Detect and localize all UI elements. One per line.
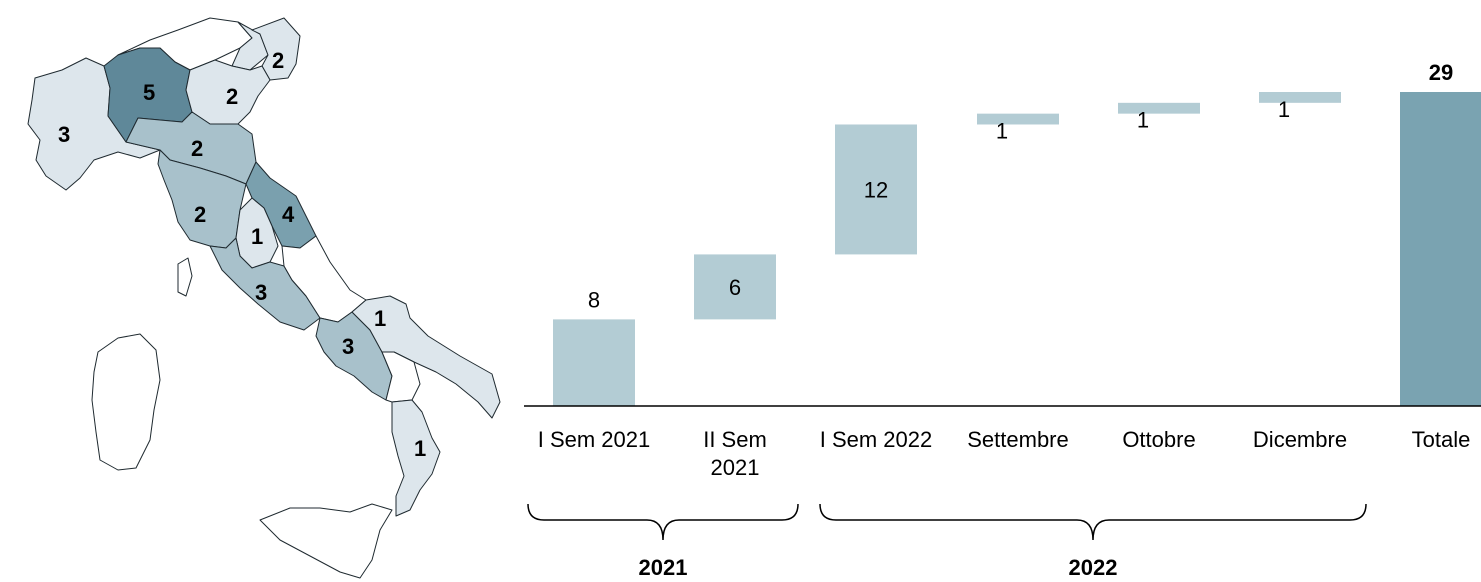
category-label-6: Totale [1412,427,1471,452]
category-label-2: I Sem 2022 [820,427,933,452]
value-label-1: 6 [729,275,741,300]
region-sardegna [91,333,161,471]
category-label-0: I Sem 2021 [538,427,651,452]
map-label-trentino: 2 [272,48,284,73]
map-label-calabria: 1 [414,436,426,461]
chart-group-braces: 2021 2022 [527,503,1367,580]
value-label-5: 1 [1278,97,1290,122]
bar-4 [1118,102,1200,114]
category-label-3: Settembre [967,427,1069,452]
group-label-1: 2022 [1069,555,1118,580]
map-label-valle-piemonte: 3 [58,122,70,147]
chart-value-labels: 8 6 12 1 1 1 29 [588,60,1453,312]
map-label-lombardia: 5 [143,80,155,105]
category-label-4: Ottobre [1122,427,1195,452]
map-label-emilia-romagna: 2 [191,136,203,161]
region-corsica [177,257,193,297]
map-label-umbria: 1 [251,224,263,249]
map-label-veneto: 2 [226,84,238,109]
region-friuli [251,17,301,81]
value-label-4: 1 [1137,108,1149,133]
region-sicilia [259,503,393,579]
bar-2 [835,124,917,255]
bar-0 [553,319,635,406]
bar-6 [1400,92,1481,406]
value-label-2: 12 [864,177,888,202]
map-label-toscana: 2 [194,202,206,227]
value-label-0: 8 [588,287,600,312]
map-label-campania: 3 [342,334,354,359]
category-label-1-line-0: II Sem [703,427,767,452]
bar-1 [694,254,776,320]
region-calabria [391,399,441,517]
waterfall-chart: 8 6 12 1 1 1 29 I Sem 2021 II Sem 2021 I Sem 2022… [524,60,1481,580]
italy-map: 3 5 2 2 2 2 1 4 3 3 1 1 [27,17,501,579]
group-brace-0 [527,503,799,541]
group-label-0: 2021 [639,555,688,580]
bar-3 [977,113,1059,125]
value-label-3: 1 [996,118,1008,143]
chart-bars [553,92,1481,406]
map-label-puglia: 1 [374,306,386,331]
bar-5 [1259,92,1341,103]
value-label-6: 29 [1429,60,1453,85]
map-label-marche: 4 [282,202,295,227]
category-label-5: Dicembre [1253,427,1347,452]
group-brace-1 [819,503,1367,541]
category-label-1-line-1: 2021 [711,455,760,480]
chart-category-labels: I Sem 2021 II Sem 2021 I Sem 2022 Settembre O… [538,427,1471,480]
map-label-lazio: 3 [255,280,267,305]
